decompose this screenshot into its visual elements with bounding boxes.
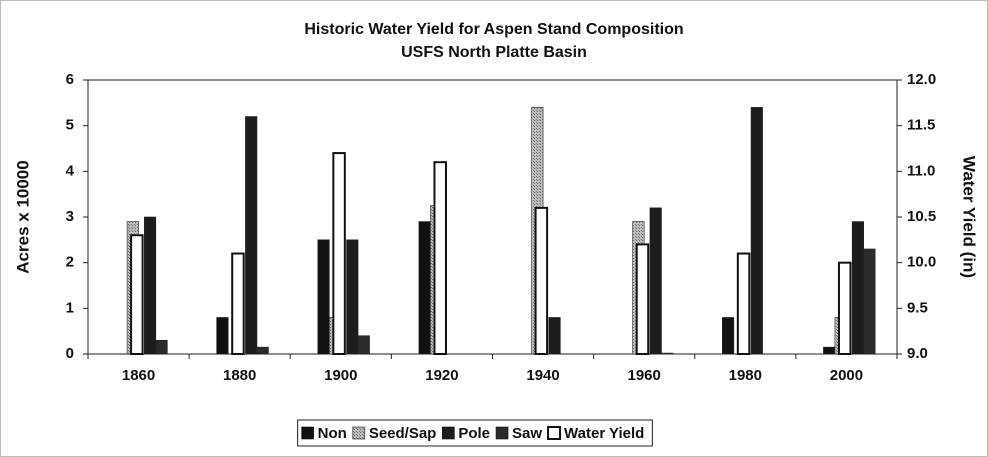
y-tick-label: 1 [66,299,74,316]
y2-tick-label: 10.0 [907,254,936,271]
bar [357,335,370,355]
legend-swatch [495,426,509,440]
bar [144,216,157,355]
y-tick-label: 5 [66,117,74,134]
x-tick-label: 2000 [830,367,863,384]
bar [548,317,561,355]
y2-tick-label: 9.0 [907,345,928,362]
x-tick-label: 1920 [425,367,458,384]
y2-tick-label: 9.5 [907,299,928,316]
legend-label: Pole [458,425,490,442]
bar [155,339,168,355]
x-tick-label: 1900 [324,367,357,384]
chart-title: Historic Water Yield for Aspen Stand Com… [304,21,683,38]
bar [823,346,836,355]
bar [418,221,431,355]
bar [245,116,258,355]
legend-swatch [301,426,314,440]
x-tick-label: 1980 [729,367,762,384]
x-tick-label: 1880 [223,367,256,384]
bar [346,239,359,355]
bar [231,252,245,356]
y2-axis-label: Water Yield (in) [960,156,979,278]
bar [863,248,876,355]
x-tick-label: 1860 [122,367,155,384]
chart-subtitle: USFS North Platte Basin [401,44,587,61]
bar [130,234,144,355]
y-tick-label: 4 [66,162,75,179]
legend-swatch [442,426,455,440]
x-tick-label: 1960 [628,367,661,384]
bar [256,346,269,355]
y-tick-label: 6 [66,71,74,88]
bar [736,252,751,356]
y-tick-label: 0 [66,345,74,362]
bar [635,243,650,355]
y-tick-label: 3 [66,208,74,225]
legend-swatch [547,426,562,440]
y2-tick-label: 12.0 [907,71,936,88]
bar [661,352,674,355]
y-tick-label: 2 [66,254,74,271]
bar [722,317,735,355]
bar [837,261,852,355]
legend-label: Water Yield [564,425,644,442]
legend-swatch [352,426,366,440]
y2-tick-label: 10.5 [907,208,936,225]
y-axis-label: Acres x 10000 [13,160,32,273]
bar [534,206,549,355]
bar [216,317,229,355]
bar [332,152,346,355]
y2-tick-label: 11.0 [907,162,935,179]
legend-label: Seed/Sap [369,425,437,442]
bar [317,239,330,355]
x-tick-label: 1940 [526,367,559,384]
legend-label: Saw [512,425,542,442]
bar [433,161,447,355]
legend-label: Non [318,425,347,442]
bar [750,107,763,355]
bar [851,221,864,355]
bar [649,207,662,355]
y2-tick-label: 11.5 [907,117,935,134]
